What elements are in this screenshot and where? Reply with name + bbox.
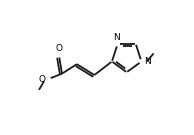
Text: N: N <box>145 57 151 66</box>
Text: N: N <box>113 33 120 42</box>
Text: O: O <box>39 75 46 84</box>
Text: O: O <box>56 44 63 53</box>
